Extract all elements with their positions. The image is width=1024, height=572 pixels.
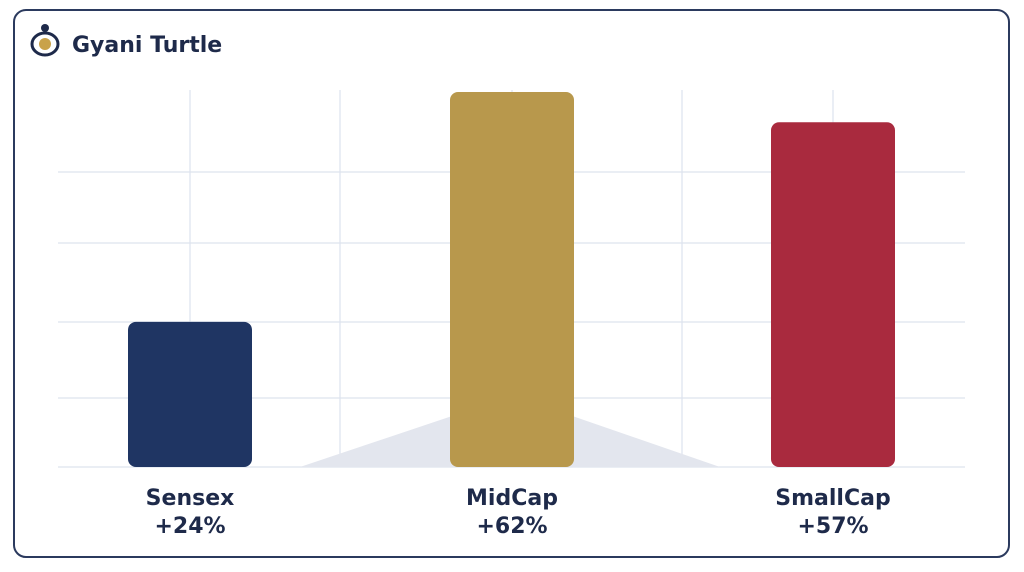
bar xyxy=(450,92,574,467)
category-label: Sensex xyxy=(146,486,235,511)
value-label: +62% xyxy=(476,514,547,539)
category-label: MidCap xyxy=(466,486,558,511)
logo xyxy=(30,24,60,57)
value-label: +57% xyxy=(797,514,868,539)
value-label: +24% xyxy=(154,514,225,539)
bar xyxy=(128,321,252,467)
bar xyxy=(771,122,895,467)
category-label: SmallCap xyxy=(775,486,890,511)
brand-name: Gyani Turtle xyxy=(72,33,222,58)
